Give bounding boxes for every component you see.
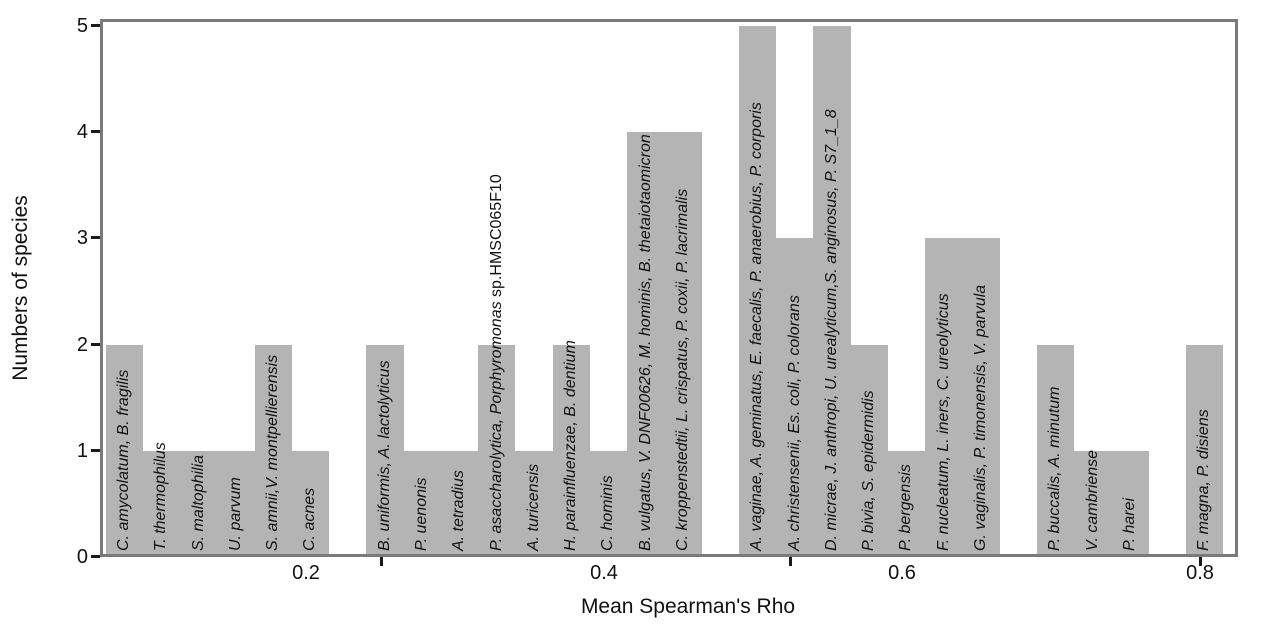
y-tick-mark [91, 555, 100, 558]
bar-species-label: U. parvum [227, 477, 244, 551]
bar-species-label: H. parainfluenzae, B. dentium [562, 340, 579, 551]
bar-species-label: C. hominis [599, 475, 616, 551]
histogram-bar [1111, 451, 1149, 557]
x-tick-mark [789, 557, 792, 566]
histogram-bar [366, 345, 404, 557]
y-tick-mark [91, 449, 100, 452]
y-tick-mark [91, 236, 100, 239]
bar-species-label: C. kroppenstedtii, L. crispatus, P. coxi… [674, 188, 691, 551]
y-tick-mark [91, 130, 100, 133]
x-tick-label: 0.8 [1186, 562, 1214, 584]
histogram-bar [962, 238, 1000, 557]
y-tick-mark [91, 343, 100, 346]
bar-species-label: F. nucleatum, L. iners, C. ureolyticus [935, 293, 952, 551]
bar-species-label: S. maltophilia [190, 454, 207, 551]
bar-species-label: P. bivia, S. epidermidis [860, 390, 877, 551]
y-tick-label: 3 [76, 227, 88, 249]
y-tick-label: 1 [76, 440, 88, 462]
histogram-bar [404, 451, 441, 557]
x-tick-mark [380, 557, 383, 566]
bar-species-label: V. cambriense [1084, 449, 1101, 551]
y-tick-mark [91, 24, 100, 27]
bar-species-label: B. vulgatus, V. DNF00626, M. hominis, B.… [637, 134, 654, 551]
bar-species-label: P. asaccharolytica, Porphyromonas sp.HMS… [488, 174, 505, 551]
bar-species-label: P. bergensis [897, 464, 914, 551]
y-tick-label: 0 [76, 546, 88, 568]
bar-species-label: A. vaginae, A. geminatus, E. faecalis, P… [748, 102, 765, 551]
histogram-bar [106, 345, 143, 557]
histogram-bar [143, 451, 180, 557]
x-tick-label: 0.2 [292, 562, 320, 584]
histogram-bar [217, 451, 255, 557]
histogram-bar [590, 451, 627, 557]
x-tick-label: 0.4 [590, 562, 618, 584]
bar-species-label: C. amycolatum, B. fragilis [115, 369, 132, 551]
histogram-bar [515, 451, 553, 557]
x-tick-label: 0.6 [888, 562, 916, 584]
bar-species-label: P. buccalis, A. minutum [1046, 386, 1063, 551]
histogram-bar [255, 345, 292, 557]
bar-species-label: A. christensenii, Es. coli, P. colorans [786, 295, 803, 551]
histogram-bar [292, 451, 329, 557]
y-axis-title: Numbers of species [9, 195, 32, 381]
bar-species-label: S. amnii,V. montpellierensis [264, 354, 281, 551]
bar-species-label: P. uenonis [413, 477, 430, 551]
histogram-bar [851, 345, 888, 557]
bar-species-label: D. micrae, J. anthropi, U. urealyticum,S… [823, 109, 840, 551]
histogram-bar [664, 132, 702, 557]
bar-species-label: F. magna, P. disiens [1195, 409, 1212, 551]
x-axis-title: Mean Spearman's Rho [580, 595, 796, 618]
bar-species-label-strain: sp.HMSC065F10 [488, 174, 505, 297]
bar-species-label: A. turicensis [525, 463, 542, 551]
histogram-bar [441, 451, 478, 557]
bar-species-label: G. vaginalis, P. timonensis, V. parvula [972, 284, 989, 551]
bar-species-label: A. tetradius [450, 470, 467, 551]
bar-species-label: T. thermophilus [152, 442, 169, 551]
histogram-bar [925, 238, 962, 557]
histogram-bar [478, 345, 515, 557]
histogram-bar [1074, 451, 1111, 557]
histogram-bar [627, 132, 664, 557]
histogram-bar [1037, 345, 1074, 557]
x-tick-mark [1199, 557, 1202, 566]
histogram-bar [180, 451, 217, 557]
y-tick-label: 4 [76, 121, 88, 143]
histogram-bar [776, 238, 813, 557]
histogram-bar [553, 345, 590, 557]
y-tick-label: 5 [76, 15, 88, 37]
histogram-bar [739, 26, 776, 557]
histogram-bar [1186, 345, 1223, 557]
y-tick-label: 2 [76, 334, 88, 356]
histogram-bar [813, 26, 851, 557]
bar-species-label: B. uniformis, A. lactolyticus [376, 360, 393, 551]
bar-species-label: C. acnes [301, 487, 318, 551]
bar-species-label: P. harei [1121, 497, 1138, 551]
histogram-bar [888, 451, 925, 557]
